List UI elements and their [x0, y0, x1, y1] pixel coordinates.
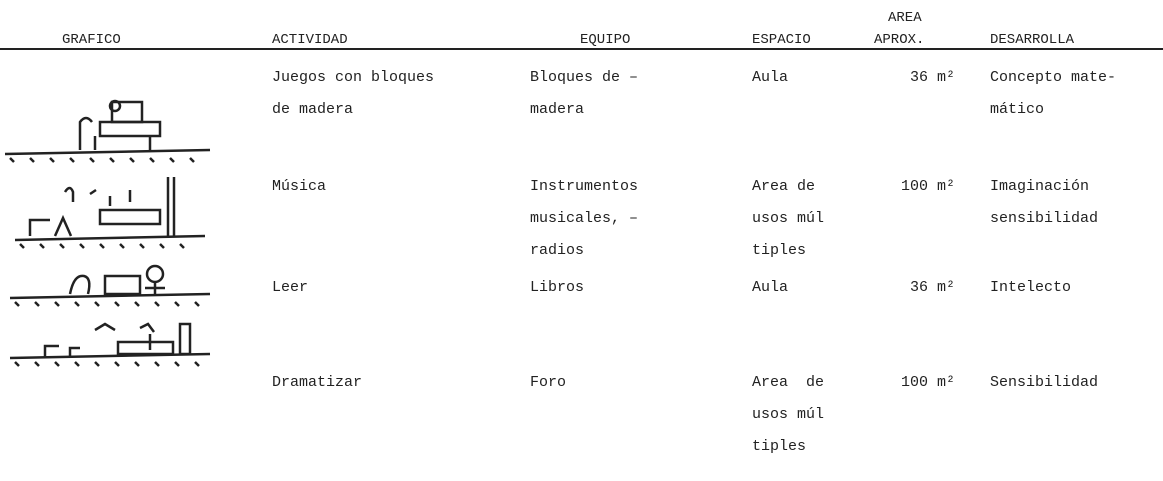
- cell-espacio: usos múl: [752, 406, 825, 423]
- cell-espacio: usos múl: [752, 210, 825, 227]
- sketch: [9, 322, 211, 367]
- cell-espacio: tiples: [752, 438, 807, 455]
- cell-desarrolla: Intelecto: [990, 279, 1072, 296]
- header-equipo: EQUIPO: [580, 32, 631, 48]
- cell-espacio: Aula: [752, 279, 789, 296]
- cell-espacio: tiples: [752, 242, 807, 259]
- cell-desarrolla: sensibilidad: [990, 210, 1099, 227]
- cell-desarrolla: Concepto mate-: [990, 69, 1117, 86]
- cell-equipo: Libros: [530, 279, 585, 296]
- cell-espacio: Aula: [752, 69, 789, 86]
- header-actividad: ACTIVIDAD: [272, 32, 348, 48]
- cell-desarrolla: Sensibilidad: [990, 374, 1099, 391]
- sketch: [14, 177, 206, 249]
- header-area: AREA: [888, 10, 922, 26]
- cell-equipo: Instrumentos: [530, 178, 639, 195]
- cell-equipo: madera: [530, 101, 585, 118]
- header-rule: [0, 48, 1163, 50]
- cell-area: 100 m²: [900, 178, 955, 195]
- cell-equipo: Foro: [530, 374, 567, 391]
- cell-espacio: Area de: [752, 178, 816, 195]
- cell-actividad: de madera: [272, 101, 354, 118]
- cell-actividad: Juegos con bloques: [272, 69, 435, 86]
- cell-actividad: Música: [272, 178, 327, 195]
- cell-area: 36 m²: [909, 279, 955, 296]
- cell-desarrolla: Imaginación: [990, 178, 1090, 195]
- header-grafico: GRAFICO: [62, 32, 121, 48]
- sketch: [4, 99, 211, 163]
- header-desarrolla: DESARROLLA: [990, 32, 1075, 48]
- cell-area: 100 m²: [900, 374, 955, 391]
- cell-desarrolla: mático: [990, 101, 1045, 118]
- cell-equipo: radios: [530, 242, 585, 259]
- cell-equipo: Bloques de –: [530, 69, 639, 86]
- cell-espacio: Area de: [752, 374, 825, 391]
- cell-equipo: musicales, –: [530, 210, 639, 227]
- header-espacio: ESPACIO: [752, 32, 811, 48]
- sketch: [9, 264, 211, 307]
- cell-actividad: Leer: [272, 279, 309, 296]
- header-area: APROX.: [874, 32, 925, 48]
- cell-actividad: Dramatizar: [272, 374, 363, 391]
- cell-area: 36 m²: [909, 69, 955, 86]
